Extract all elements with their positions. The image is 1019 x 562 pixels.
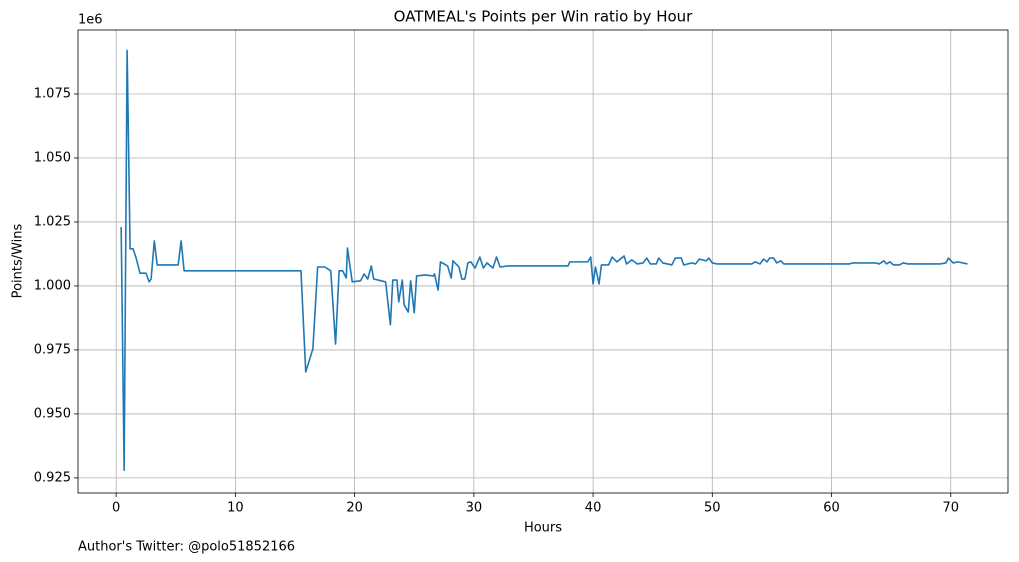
y-tick-label: 1.050 [34,150,71,165]
y-tick-label: 1.000 [34,278,71,293]
y-tick-label: 1.075 [34,86,71,101]
x-axis-label: Hours [524,521,562,536]
y-offset-label: 1e6 [78,13,103,28]
line-series [120,49,968,472]
y-tick-label: 0.975 [34,342,71,357]
x-tick-label: 60 [823,501,840,516]
x-tick-label: 30 [466,501,483,516]
chart-title: OATMEAL's Points per Win ratio by Hour [394,8,693,26]
y-tick-label: 0.925 [34,470,71,485]
x-tick-label: 40 [585,501,602,516]
x-tick-label: 70 [942,501,959,516]
x-tick-label: 20 [346,501,363,516]
footer: Author's Twitter: @polo51852166 [78,540,295,555]
y-tick-label: 0.950 [34,406,71,421]
y-axis-label: Points/Wins [11,223,26,298]
plot-frame [77,29,1009,494]
y-tick-label: 1.025 [34,214,71,229]
x-tick-label: 0 [112,501,120,516]
x-tick-label: 50 [704,501,721,516]
x-tick-label: 10 [227,501,244,516]
